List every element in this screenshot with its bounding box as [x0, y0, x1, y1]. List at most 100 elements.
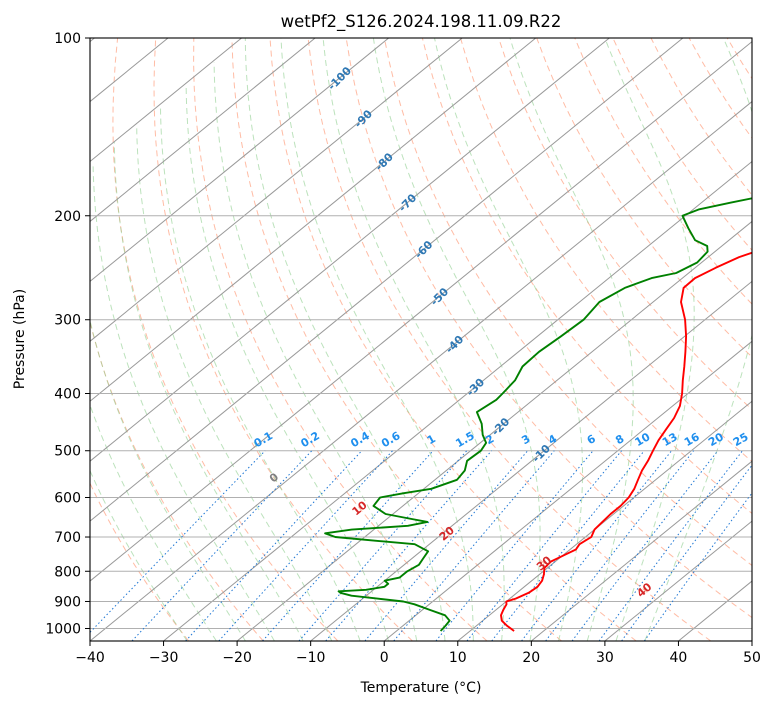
mixing-ratio-line	[218, 450, 393, 641]
isotherm-line	[604, 520, 752, 641]
sounding-series	[324, 197, 752, 632]
plot-frame	[89, 37, 753, 642]
moist-adiabat-line	[136, 124, 333, 641]
x-tick-label: 50	[743, 650, 761, 666]
moist-adiabat-line	[90, 318, 246, 641]
dry-adiabat-line	[460, 38, 752, 463]
x-tick-label: 30	[596, 650, 614, 666]
isotherm-label: -40	[443, 333, 466, 356]
mixing-ratio-label: 30	[751, 430, 771, 449]
dry-adiabat-line	[90, 482, 190, 641]
x-axis-ticks: −40 −30 −20 −10 0 10 20 30 40 50	[75, 641, 761, 666]
dry-adiabat-line	[231, 38, 562, 641]
dewpoint-profile-line	[324, 197, 752, 632]
dry-adiabat-label: 40	[634, 580, 654, 600]
x-axis-label: Temperature (°C)	[360, 680, 482, 696]
y-tick-label: 900	[54, 595, 81, 611]
mixing-ratio-line	[571, 450, 719, 641]
isotherm-line	[310, 280, 752, 641]
dry-adiabat-line	[193, 38, 488, 641]
x-tick-label: −30	[149, 650, 179, 666]
mixing-ratio-line	[185, 450, 363, 641]
isotherm-label: -100	[325, 64, 354, 93]
x-tick-label: 20	[522, 650, 540, 666]
pressure-gridlines	[90, 38, 752, 629]
isotherm-line	[751, 640, 752, 641]
mixing-ratio-line	[643, 492, 752, 641]
isotherm-label: -20	[489, 415, 512, 438]
moist-adiabat-line	[280, 38, 474, 641]
dry-adiabat-line	[421, 38, 752, 515]
isotherms	[90, 38, 752, 641]
isotherm-label: -50	[428, 285, 451, 308]
isotherm-line	[383, 340, 752, 641]
moist-adiabat-line	[644, 38, 752, 641]
dry-adiabat-line	[612, 38, 752, 251]
isotherm-line	[90, 100, 752, 641]
chart-title: wetPf2_S126.2024.198.11.09.R22	[281, 12, 562, 32]
dry-adiabat-line	[383, 38, 752, 567]
mixing-ratio-line	[545, 450, 694, 641]
dry-adiabat-line	[345, 38, 752, 619]
plot-area: 0.1 0.2 0.4 0.6 1 1.5 2 3 4 6 8 10 13 16 20 25 30 36-100-…	[90, 38, 775, 641]
isotherm-line	[457, 400, 752, 641]
isotherm-line	[90, 38, 684, 522]
dry-adiabat-line	[765, 38, 775, 641]
mixing-ratio-line	[466, 450, 622, 641]
isotherm-line	[678, 580, 752, 641]
y-tick-label: 800	[54, 564, 81, 580]
mixing-ratio-line	[435, 450, 594, 641]
mixing-ratio-lines	[90, 450, 752, 641]
x-tick-label: 40	[669, 650, 687, 666]
moist-adiabat-line	[372, 38, 541, 641]
dry-adiabat-line	[536, 38, 752, 358]
reference-line-labels: 0.1 0.2 0.4 0.6 1 1.5 2 3 4 6 8 10 13 16 20 25 30 36-100-…	[252, 64, 771, 600]
isotherm-line	[90, 38, 242, 163]
dry-adiabat-line	[688, 38, 752, 139]
y-tick-label: 1000	[45, 622, 81, 638]
mixing-ratio-line	[298, 450, 468, 641]
y-tick-label: 200	[54, 209, 81, 225]
mixing-ratio-label: 1.5	[453, 429, 476, 450]
mixing-ratio-label: 0.4	[348, 429, 372, 450]
y-tick-label: 400	[54, 387, 81, 403]
x-tick-label: −40	[75, 650, 105, 666]
dry-adiabats	[90, 38, 775, 641]
temperature-profile-line	[500, 251, 752, 632]
y-axis-label: Pressure (hPa)	[12, 289, 28, 389]
y-tick-label: 700	[54, 530, 81, 546]
mixing-ratio-label: 0.2	[298, 429, 321, 450]
moist-adiabat-line	[244, 38, 446, 641]
moist-adiabat-line	[113, 141, 304, 641]
y-tick-label: 300	[54, 313, 81, 329]
dry-adiabat-line	[307, 38, 712, 641]
isotherm-line	[90, 38, 537, 402]
isotherm-line	[90, 38, 316, 223]
moist-adiabat-line	[322, 38, 505, 641]
mixing-ratio-line	[262, 450, 434, 641]
dry-adiabat-line	[90, 320, 264, 641]
x-tick-label: 0	[380, 650, 389, 666]
x-tick-label: −10	[296, 650, 326, 666]
mixing-ratio-label: 10	[633, 430, 653, 449]
mixing-ratio-line	[521, 450, 672, 641]
isotherm-line	[90, 38, 610, 462]
y-tick-label: 600	[54, 491, 81, 507]
isotherm-label: -60	[412, 238, 435, 261]
y-tick-label: 100	[54, 31, 81, 47]
x-tick-label: 10	[449, 650, 467, 666]
mixing-ratio-line	[598, 450, 743, 641]
isotherm-label: -80	[373, 150, 396, 173]
dry-adiabat-line	[574, 38, 752, 305]
isotherm-line	[90, 38, 463, 342]
dry-adiabat-label: 20	[437, 524, 457, 544]
moist-adiabat-line	[213, 62, 418, 641]
dry-adiabat-line	[498, 38, 752, 411]
mixing-ratio-label: 25	[731, 430, 751, 449]
mixing-ratio-label: 0.6	[379, 429, 403, 450]
mixing-ratio-line	[131, 450, 313, 641]
moist-adiabat-line	[90, 469, 188, 641]
y-axis-ticks: 100 200 300 400 500 600 700 800 900 1000	[45, 31, 90, 638]
x-tick-label: −20	[222, 650, 252, 666]
